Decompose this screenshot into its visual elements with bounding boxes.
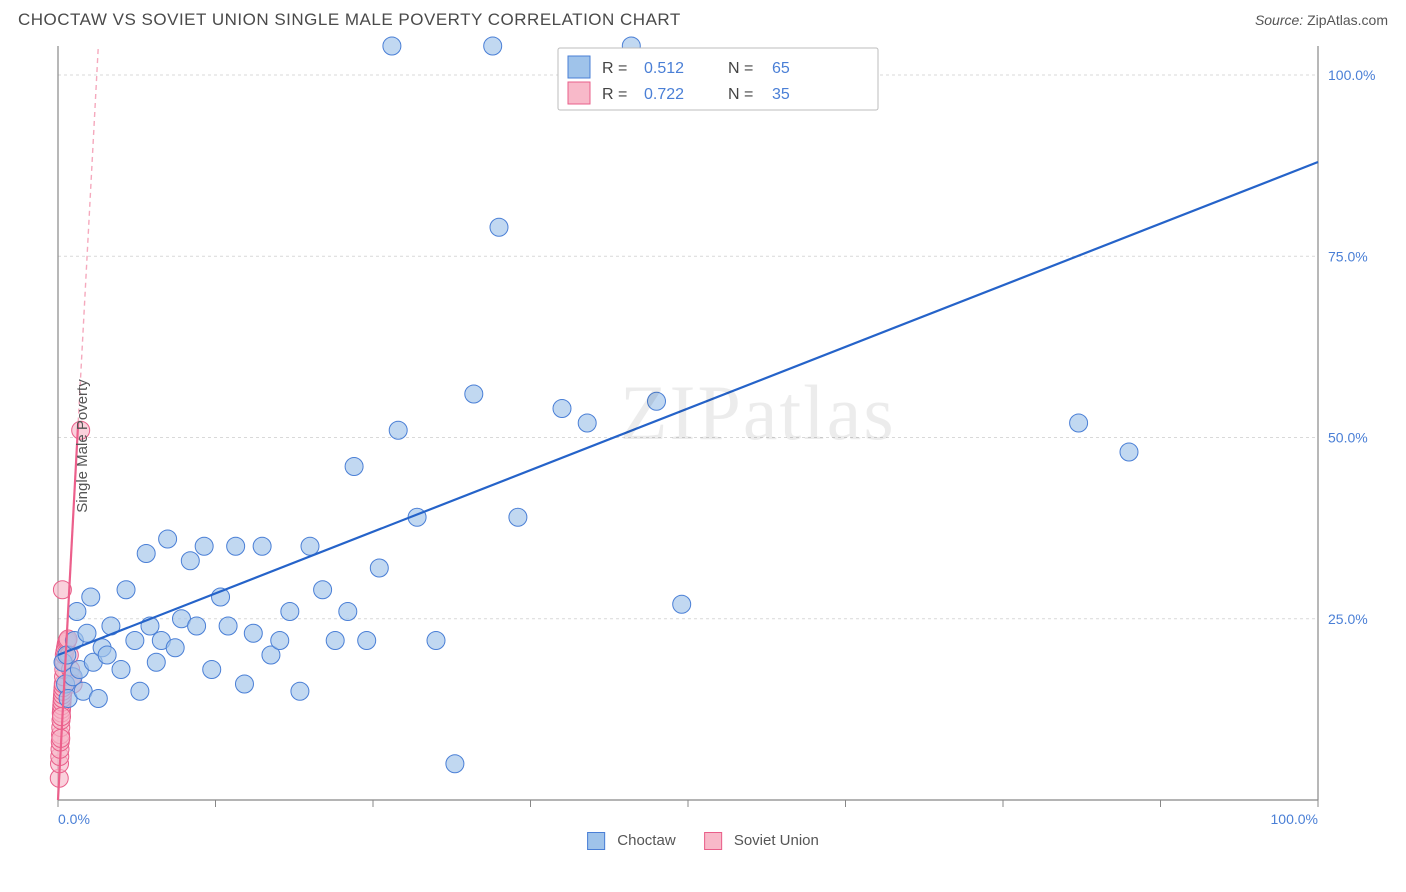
svg-text:65: 65 bbox=[772, 60, 790, 77]
swatch-soviet bbox=[704, 832, 722, 850]
svg-text:N =: N = bbox=[728, 86, 753, 103]
legend-label-soviet: Soviet Union bbox=[734, 832, 819, 849]
svg-text:0.722: 0.722 bbox=[644, 86, 684, 103]
source-credit: Source: ZipAtlas.com bbox=[1255, 12, 1388, 28]
svg-text:75.0%: 75.0% bbox=[1328, 248, 1368, 264]
legend-label-choctaw: Choctaw bbox=[617, 832, 675, 849]
svg-text:35: 35 bbox=[772, 86, 790, 103]
legend-item-choctaw: Choctaw bbox=[587, 832, 676, 850]
svg-text:100.0%: 100.0% bbox=[1271, 811, 1318, 827]
swatch-choctaw bbox=[587, 832, 605, 850]
scatter-chart: 0.0% 100.0% 25.0% 50.0% 75.0% 100.0% R = 0.512 N… bbox=[18, 36, 1388, 856]
svg-text:R =: R = bbox=[602, 60, 627, 77]
svg-text:25.0%: 25.0% bbox=[1328, 611, 1368, 627]
svg-text:R =: R = bbox=[602, 86, 627, 103]
chart-container: Single Male Poverty ZIPatlas 0.0%100.0%2… bbox=[18, 36, 1388, 856]
y-axis-label: Single Male Poverty bbox=[74, 379, 91, 512]
bottom-legend: Choctaw Soviet Union bbox=[587, 832, 819, 850]
legend-item-soviet: Soviet Union bbox=[704, 832, 819, 850]
source-value: ZipAtlas.com bbox=[1307, 12, 1388, 28]
svg-text:0.0%: 0.0% bbox=[58, 811, 90, 827]
svg-text:N =: N = bbox=[728, 60, 753, 77]
source-label: Source: bbox=[1255, 12, 1303, 28]
svg-text:0.512: 0.512 bbox=[644, 60, 684, 77]
chart-title: CHOCTAW VS SOVIET UNION SINGLE MALE POVE… bbox=[18, 10, 681, 30]
svg-text:50.0%: 50.0% bbox=[1328, 430, 1368, 446]
chart-header: CHOCTAW VS SOVIET UNION SINGLE MALE POVE… bbox=[0, 0, 1406, 36]
svg-text:100.0%: 100.0% bbox=[1328, 67, 1375, 83]
